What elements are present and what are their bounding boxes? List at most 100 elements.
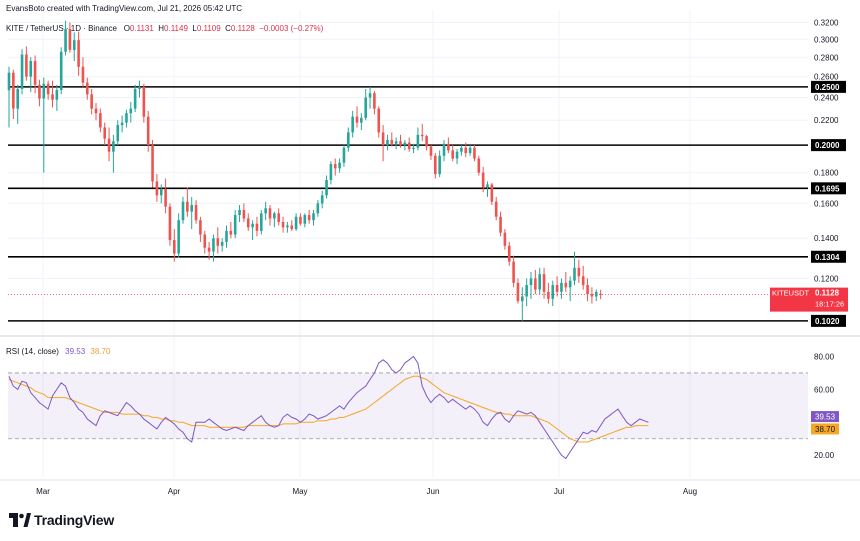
candle-body <box>164 189 167 207</box>
candle-body <box>112 141 115 152</box>
candle-body <box>273 213 276 219</box>
candle-body <box>42 83 46 99</box>
candle-body <box>133 88 137 109</box>
candle-body <box>290 225 294 230</box>
candle-body <box>299 216 302 224</box>
last-price-value: 0.1128 <box>815 289 840 298</box>
candle-body <box>138 86 141 89</box>
candle-body <box>129 108 133 114</box>
candle-body <box>264 208 267 214</box>
candle-body <box>333 164 337 169</box>
candle-body <box>55 90 59 100</box>
level-tag <box>811 182 846 195</box>
rsi-label: RSI (14, close) <box>6 347 59 356</box>
candle-body <box>534 278 537 290</box>
candle-body <box>255 223 259 231</box>
rsi-lines <box>8 355 649 460</box>
candle-body <box>242 209 246 219</box>
level-tag <box>811 139 846 152</box>
candle-body <box>364 97 367 118</box>
candle-body <box>516 282 520 302</box>
rsi-tick-label: 60.00 <box>814 385 835 394</box>
symbol-legend[interactable]: KITE / TetherUS · 1D · Binance O0.1131 H… <box>6 24 323 33</box>
candlestick-series <box>7 20 602 321</box>
candle-body <box>116 125 120 142</box>
candle-body <box>142 86 146 117</box>
price-tick-label: 0.1800 <box>814 169 839 178</box>
candle-body <box>125 113 128 123</box>
price-axis[interactable]: 0.3200 0.3000 0.2800 0.2600 0.2400 0.2200 0.18… <box>811 18 839 460</box>
candle-body <box>7 72 11 91</box>
candle-body <box>25 54 28 77</box>
close-label: C <box>225 24 231 33</box>
level-tag-label: 0.2000 <box>815 141 840 150</box>
candle-body <box>564 282 568 288</box>
candle-body <box>512 261 515 283</box>
time-axis[interactable]: Mar Apr May Jun Jul Aug <box>36 487 697 496</box>
candle-body <box>68 29 72 50</box>
candle-body <box>412 147 415 150</box>
candle-body <box>568 280 572 288</box>
author-credit: EvansBoto created with TradingView.com, … <box>6 4 242 13</box>
candle-body <box>146 116 150 146</box>
price-tick-label: 0.1600 <box>814 199 839 208</box>
candle-body <box>542 274 546 292</box>
candle-body <box>399 141 402 146</box>
candle-body <box>494 201 498 217</box>
candle-body <box>390 139 394 144</box>
candle-body <box>77 40 80 67</box>
candle-body <box>481 172 485 188</box>
rsi-band <box>8 372 808 440</box>
last-price-symbol: KITEUSDT <box>772 289 810 298</box>
candle-body <box>560 282 563 292</box>
candle-body <box>16 88 19 109</box>
candle-body <box>29 61 33 77</box>
brand-name: TradingView <box>34 512 115 528</box>
candle-body <box>186 201 189 212</box>
level-tag <box>811 250 846 263</box>
rsi-value-tag-label: 39.53 <box>815 413 836 422</box>
support-resistance-levels[interactable]: 0.2500 0.2000 0.1695 0.1304 0.1020 KITEUSDT 0.… <box>8 80 848 327</box>
candle-body <box>329 164 333 180</box>
candle-body <box>325 179 328 196</box>
candle-body <box>447 143 450 151</box>
candle-body <box>394 141 398 144</box>
candle-body <box>268 208 272 219</box>
candle-body <box>507 245 511 262</box>
candle-body <box>277 213 280 222</box>
candle-body <box>155 181 159 196</box>
tradingview-brand[interactable]: TradingView <box>9 512 114 528</box>
candle-body <box>573 267 576 281</box>
rsi-legend[interactable]: RSI (14, close) 39.53 38.70 <box>6 347 110 356</box>
change-value: −0.0003 (−0.27%) <box>259 24 324 33</box>
candle-body <box>386 139 389 146</box>
candle-body <box>46 83 50 95</box>
high-value: 0.1149 <box>164 24 188 33</box>
candle-body <box>59 51 63 91</box>
close-value: 0.1128 <box>230 24 255 33</box>
price-tick-label: 0.2600 <box>814 73 839 82</box>
candle-body <box>229 230 233 235</box>
candle-body <box>307 215 311 221</box>
candle-body <box>159 189 163 196</box>
candle-body <box>103 127 106 139</box>
rsi-value: 39.53 <box>65 347 86 356</box>
candle-body <box>238 209 241 216</box>
candle-body <box>342 147 346 163</box>
candle-body <box>281 221 285 228</box>
rsi-ma-value: 38.70 <box>90 347 111 356</box>
level-tag-label: 0.2500 <box>815 83 840 92</box>
candle-body <box>151 145 154 182</box>
candle-body <box>473 147 476 159</box>
candle-body <box>203 234 207 248</box>
candle-body <box>194 205 198 221</box>
rsi-line <box>8 355 649 460</box>
rsi-tick-label: 20.00 <box>814 451 835 460</box>
candle-body <box>486 184 489 188</box>
candle-body <box>407 142 411 150</box>
level-tag-label: 0.1304 <box>815 253 840 262</box>
rsi-ma-value-tag <box>811 423 839 435</box>
candle-body <box>373 93 376 109</box>
candle-body <box>246 218 250 228</box>
